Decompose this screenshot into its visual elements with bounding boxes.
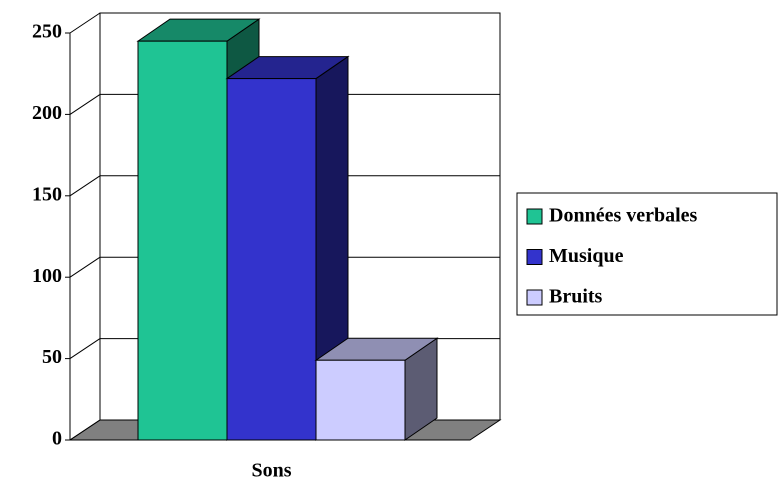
- y-tick-label: 150: [32, 183, 62, 205]
- legend-box: [516, 192, 778, 316]
- y-tick-label: 100: [32, 265, 62, 287]
- legend-swatch: [526, 289, 543, 306]
- legend-swatch: [526, 249, 543, 265]
- x-tick-label: Sons: [251, 460, 291, 482]
- legend-label: Données verbales: [549, 205, 698, 227]
- bar: [137, 40, 228, 441]
- legend-swatch: [526, 208, 543, 225]
- bar: [315, 359, 406, 441]
- bar: [226, 78, 317, 441]
- legend-label: Bruits: [549, 286, 603, 308]
- y-tick-label: 0: [52, 428, 62, 450]
- y-tick-label: 200: [32, 102, 62, 124]
- legend-label: Musique: [549, 245, 624, 267]
- tick-slant: [69, 338, 101, 360]
- y-tick-label: 50: [42, 346, 62, 368]
- tick-slant: [69, 419, 101, 441]
- tick-slant: [69, 256, 101, 278]
- tick-slant: [69, 93, 101, 115]
- tick-slant: [69, 12, 101, 34]
- y-tick-label: 250: [32, 21, 62, 43]
- tick-slant: [69, 175, 101, 197]
